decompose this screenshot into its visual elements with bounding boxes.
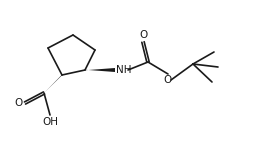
Text: O: O	[15, 98, 23, 108]
Polygon shape	[43, 75, 62, 94]
Text: OH: OH	[42, 117, 58, 127]
Text: O: O	[164, 75, 172, 85]
Polygon shape	[85, 68, 115, 72]
Text: NH: NH	[116, 65, 132, 75]
Text: O: O	[139, 30, 147, 40]
